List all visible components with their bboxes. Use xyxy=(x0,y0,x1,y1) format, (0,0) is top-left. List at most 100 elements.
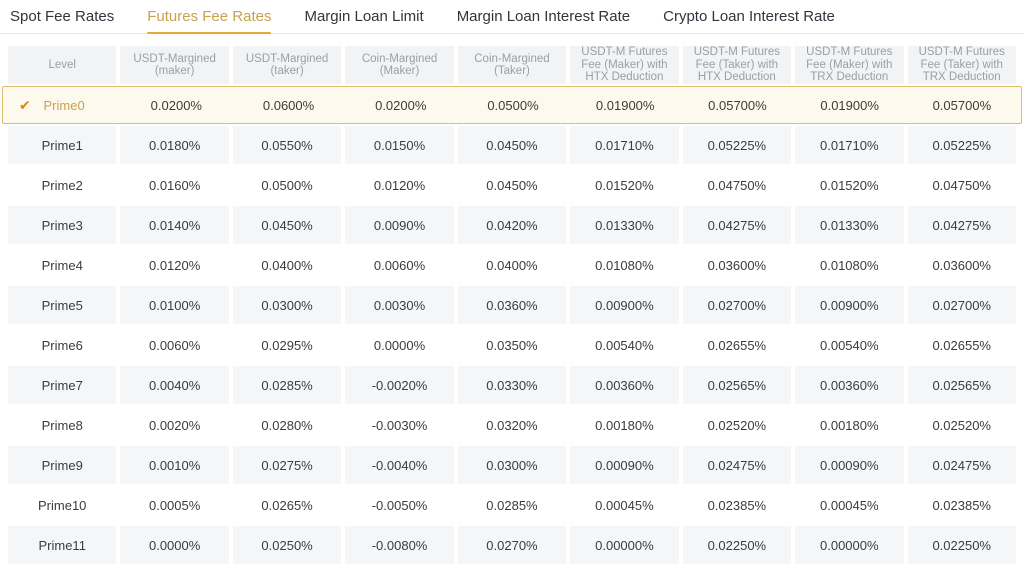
fee-value-cell: 0.04750% xyxy=(707,177,767,193)
fee-value-cell: 0.0250% xyxy=(232,526,342,564)
fee-value-cell: 0.00540% xyxy=(820,337,879,353)
fee-row-prime1: Prime1 0.0180% 0.0550% 0.0150% 0.0450% 0.0171… xyxy=(8,126,1016,164)
tab-margin-loan-limit[interactable]: Margin Loan Limit xyxy=(304,8,424,25)
fee-value-cell: 0.0020% xyxy=(148,417,201,433)
fee-value-cell: 0.05700% xyxy=(932,97,992,113)
fee-value-cell: 0.00045% xyxy=(595,497,654,513)
column-header: Coin-Margined (Maker) xyxy=(345,46,454,84)
fee-value-cell: 0.00180% xyxy=(595,417,654,433)
level-cell: Prime2 xyxy=(41,177,83,193)
fee-value-cell: 0.0005% xyxy=(148,497,201,513)
level-cell: Prime5 xyxy=(8,286,117,324)
fee-value-cell: 0.00090% xyxy=(795,446,904,484)
column-header: USDT-Margined (taker) xyxy=(232,46,342,84)
fee-value-cell: 0.04275% xyxy=(907,206,1016,244)
fee-value-cell: -0.0080% xyxy=(345,526,454,564)
fee-value-cell: 0.0300% xyxy=(457,446,567,484)
fee-value-cell: 0.01330% xyxy=(795,206,904,244)
fee-value-cell: 0.00900% xyxy=(795,286,904,324)
fee-value-cell: 0.0060% xyxy=(148,337,201,353)
fee-row-prime2: Prime2 0.0160% 0.0500% 0.0120% 0.0450% 0.0152… xyxy=(8,166,1016,204)
tab-futures-fee-rates[interactable]: Futures Fee Rates xyxy=(147,0,272,34)
column-header: Coin-Margined (Taker) xyxy=(457,46,567,84)
fee-value-cell: 0.02700% xyxy=(682,286,792,324)
fee-value-cell: 0.0450% xyxy=(232,206,342,244)
fee-value-cell: 0.0150% xyxy=(345,126,454,164)
fee-value-cell: 0.0120% xyxy=(373,177,426,193)
tab-crypto-loan-interest-rate[interactable]: Crypto Loan Interest Rate xyxy=(663,8,835,25)
fee-value-cell: 0.0350% xyxy=(486,337,538,353)
fee-row-prime8: Prime8 0.0020% 0.0280% -0.0030% 0.0320% 0.001… xyxy=(8,406,1016,444)
tab-spot-fee-rates[interactable]: Spot Fee Rates xyxy=(10,8,115,25)
fee-tabs: Spot Fee Rates Futures Fee Rates Margin Lo… xyxy=(0,0,1024,34)
fee-value-cell: 0.00540% xyxy=(595,337,654,353)
fee-value-cell: 0.02565% xyxy=(682,366,792,404)
fee-value-cell: 0.0090% xyxy=(345,206,454,244)
fee-value-cell: 0.02520% xyxy=(707,417,767,433)
fee-row-prime0: ✔ Prime0 0.0200% 0.0600% 0.0200% 0.0500% 0.019… xyxy=(2,86,1022,124)
fee-value-cell: 0.01330% xyxy=(570,206,679,244)
fee-value-cell: 0.01900% xyxy=(820,97,879,113)
fee-row-prime11: Prime11 0.0000% 0.0250% -0.0080% 0.0270% 0.00… xyxy=(8,526,1016,564)
fee-value-cell: 0.03600% xyxy=(707,257,767,273)
column-header: Level xyxy=(8,46,117,84)
level-cell: Prime9 xyxy=(8,446,117,484)
fee-value-cell: -0.0040% xyxy=(345,446,454,484)
table-header-row: Level USDT-Margined (maker) USDT-Margined … xyxy=(8,46,1016,84)
fee-value-cell: 0.00000% xyxy=(570,526,679,564)
column-header: USDT-M Futures Fee (Taker) with TRX Dedu… xyxy=(907,46,1016,84)
level-cell: Prime11 xyxy=(8,526,117,564)
fee-value-cell: 0.0010% xyxy=(120,446,229,484)
fee-value-cell: 0.01900% xyxy=(595,97,655,113)
fee-table-body: ✔ Prime0 0.0200% 0.0600% 0.0200% 0.0500% 0.019… xyxy=(2,86,1022,564)
fee-value-cell: 0.05225% xyxy=(682,126,792,164)
fee-value-cell: 0.01710% xyxy=(570,126,679,164)
fee-value-cell: 0.0200% xyxy=(375,97,427,113)
fee-value-cell: 0.0040% xyxy=(120,366,229,404)
fee-value-cell: 0.02565% xyxy=(907,366,1016,404)
fee-value-cell: 0.02655% xyxy=(707,337,767,353)
fee-value-cell: 0.0100% xyxy=(120,286,229,324)
fee-value-cell: 0.0360% xyxy=(457,286,567,324)
fee-value-cell: 0.0060% xyxy=(373,257,426,273)
fee-value-cell: 0.0400% xyxy=(261,257,313,273)
fee-value-cell: 0.01520% xyxy=(595,177,654,193)
fee-value-cell: 0.02385% xyxy=(707,497,767,513)
level-cell: Prime8 xyxy=(41,417,83,433)
fee-value-cell: -0.0050% xyxy=(371,497,428,513)
column-header: USDT-Margined (maker) xyxy=(120,46,229,84)
fee-value-cell: 0.0500% xyxy=(261,177,313,193)
fee-value-cell: 0.04275% xyxy=(682,206,792,244)
level-cell: Prime3 xyxy=(8,206,117,244)
fee-value-cell: 0.0280% xyxy=(261,417,313,433)
column-header: USDT-M Futures Fee (Maker) with HTX Dedu… xyxy=(570,46,679,84)
fee-value-cell: 0.01080% xyxy=(595,257,654,273)
fee-value-cell: 0.00045% xyxy=(820,497,879,513)
fee-value-cell: 0.0270% xyxy=(457,526,567,564)
fee-value-cell: 0.02250% xyxy=(907,526,1016,564)
fee-value-cell: 0.01520% xyxy=(820,177,879,193)
level-cell: Prime1 xyxy=(8,126,117,164)
level-cell: Prime7 xyxy=(8,366,117,404)
fee-value-cell: 0.03600% xyxy=(932,257,991,273)
fee-value-cell: 0.0600% xyxy=(262,97,315,113)
fee-value-cell: 0.00360% xyxy=(570,366,679,404)
fee-value-cell: 0.02655% xyxy=(932,337,991,353)
level-cell: Prime6 xyxy=(41,337,83,353)
fee-value-cell: 0.0420% xyxy=(457,206,567,244)
selected-check-icon: ✔ xyxy=(19,97,31,113)
fee-value-cell: 0.0500% xyxy=(487,97,539,113)
fee-value-cell: 0.02475% xyxy=(682,446,792,484)
fee-row-prime3: Prime3 0.0140% 0.0450% 0.0090% 0.0420% 0.0133… xyxy=(8,206,1016,244)
fee-value-cell: 0.0330% xyxy=(457,366,567,404)
fee-value-cell: 0.00090% xyxy=(570,446,679,484)
level-cell: Prime10 xyxy=(38,497,87,513)
fee-value-cell: 0.0450% xyxy=(486,177,538,193)
fee-value-cell: -0.0030% xyxy=(371,417,428,433)
fee-value-cell: -0.0020% xyxy=(345,366,454,404)
fee-row-prime7: Prime7 0.0040% 0.0285% -0.0020% 0.0330% 0.003… xyxy=(8,366,1016,404)
level-cell: Prime4 xyxy=(41,257,83,273)
fee-value-cell: 0.0285% xyxy=(232,366,342,404)
fee-value-cell: 0.0295% xyxy=(261,337,313,353)
tab-margin-loan-interest-rate[interactable]: Margin Loan Interest Rate xyxy=(456,8,631,25)
